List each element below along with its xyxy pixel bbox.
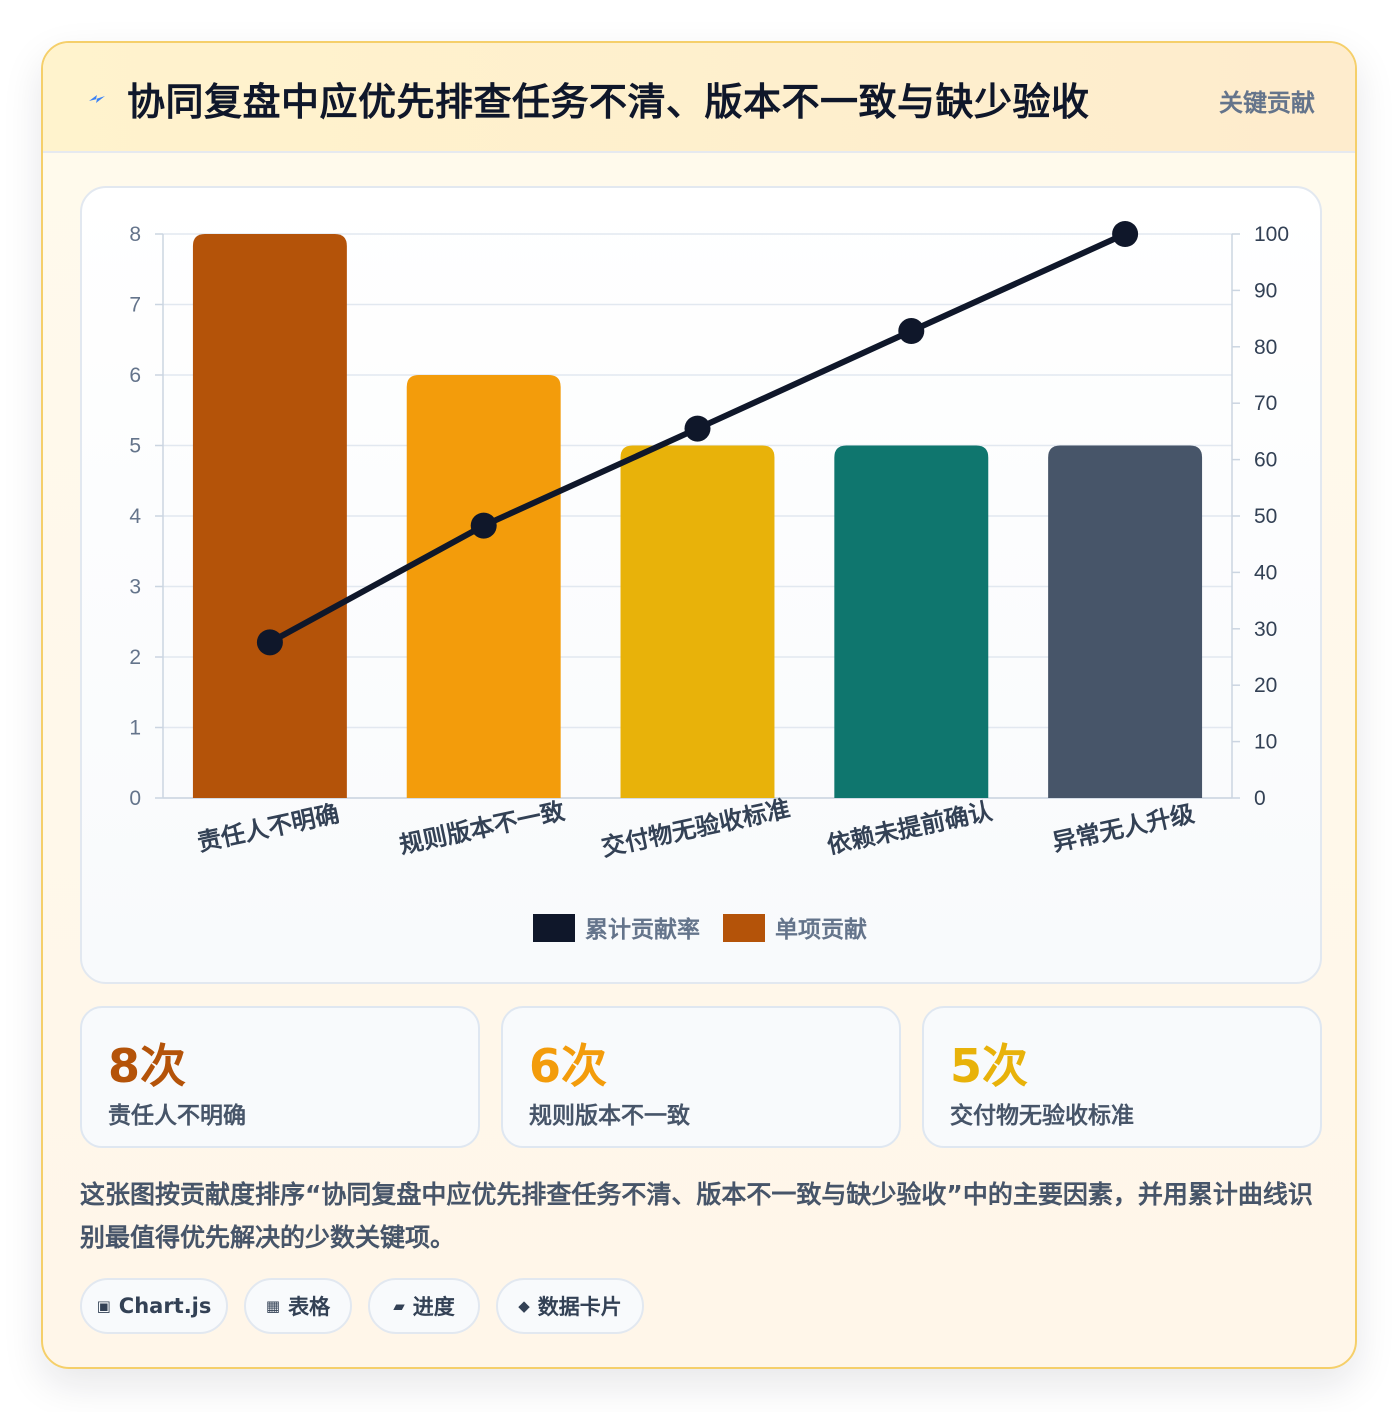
legend-swatch (533, 914, 575, 942)
tag-label: 数据卡片 (537, 1295, 622, 1319)
stat-value: 8次 (108, 1039, 187, 1093)
x-tick-label: 交付物无验收标准 (599, 795, 793, 862)
line-point (256, 629, 283, 656)
line-point (1112, 221, 1139, 247)
y-left-tick-label: 3 (129, 576, 141, 599)
x-tick-label: 异常无人升级 (1050, 800, 1197, 857)
stat-card-2: 6次 规则版本不一致 (501, 1006, 901, 1148)
y-right-tick-label: 30 (1254, 618, 1277, 641)
header-badge: 关键贡献 (1219, 89, 1315, 117)
line-point (898, 318, 925, 345)
bar (192, 234, 347, 798)
bar (1048, 445, 1203, 798)
y-right-tick-label: 60 (1254, 449, 1277, 472)
table-icon: ▦ (265, 1297, 281, 1315)
diamond-icon: ◆ (518, 1297, 530, 1315)
y-right-tick-label: 20 (1254, 674, 1277, 697)
stat-card-3: 5次 交付物无验收标准 (922, 1006, 1322, 1148)
y-right-tick-label: 10 (1254, 731, 1277, 754)
tag-table[interactable]: ▦ 表格 (244, 1278, 352, 1334)
chart-icon: ▣ (96, 1297, 111, 1315)
page-title: 协同复盘中应优先排查任务不清、版本不一致与缺少验收 (127, 80, 1090, 124)
y-left-tick-label: 2 (129, 646, 141, 669)
y-left-tick-label: 6 (129, 364, 141, 387)
line-point (684, 415, 711, 442)
tag-data-cards[interactable]: ◆ 数据卡片 (496, 1278, 644, 1334)
tag-chartjs[interactable]: ▣ Chart.js (80, 1278, 228, 1334)
y-right-tick-label: 90 (1254, 279, 1277, 302)
y-right-tick-label: 100 (1254, 223, 1289, 246)
legend-swatch (723, 914, 765, 942)
bar (620, 445, 775, 798)
y-right-tick-label: 70 (1254, 392, 1277, 415)
y-left-tick-label: 8 (129, 223, 141, 246)
y-left-tick-label: 1 (129, 717, 141, 740)
stat-card-1: 8次 责任人不明确 (80, 1006, 480, 1148)
x-tick-label: 规则版本不一致 (397, 797, 568, 860)
y-left-tick-label: 4 (129, 505, 141, 528)
tag-label: 进度 (412, 1295, 455, 1319)
stat-value: 5次 (950, 1039, 1029, 1093)
legend-label: 单项贡献 (775, 917, 867, 943)
y-left-tick-label: 0 (129, 787, 141, 810)
x-tick-label: 责任人不明确 (195, 800, 342, 857)
stat-label: 交付物无验收标准 (950, 1103, 1134, 1129)
card-header: 协同复盘中应优先排查任务不清、版本不一致与缺少验收 关键贡献 (43, 43, 1355, 153)
tag-label: Chart.js (118, 1294, 212, 1318)
progress-icon: ▰ (393, 1297, 405, 1315)
stat-label: 责任人不明确 (108, 1103, 246, 1129)
stat-label: 规则版本不一致 (529, 1103, 690, 1129)
y-left-tick-label: 5 (129, 435, 141, 458)
y-left-tick-label: 7 (129, 294, 141, 317)
line-point (470, 512, 497, 539)
tag-label: 表格 (288, 1295, 331, 1319)
y-right-tick-label: 80 (1254, 336, 1277, 359)
y-right-tick-label: 0 (1254, 787, 1266, 810)
y-right-tick-label: 50 (1254, 505, 1277, 528)
lightning-icon (89, 95, 105, 103)
y-right-tick-label: 40 (1254, 561, 1277, 584)
bar (406, 375, 561, 798)
chart-description: 这张图按贡献度排序“协同复盘中应优先排查任务不清、版本不一致与缺少验收”中的主要… (80, 1180, 1313, 1252)
tag-progress[interactable]: ▰ 进度 (368, 1278, 480, 1334)
x-tick-label: 依赖未提前确认 (825, 797, 995, 859)
stat-value: 6次 (529, 1039, 608, 1093)
chart-card: 协同复盘中应优先排查任务不清、版本不一致与缺少验收 关键贡献 0 1 2 3 4 5 6 7 8… (41, 41, 1357, 1369)
bar (834, 445, 989, 798)
legend-label: 累计贡献率 (585, 916, 700, 943)
chart-panel: 0 1 2 3 4 5 6 7 8 0 10 20 30 40 50 60 70 80 90 100 责任人不明确 规则版… (80, 186, 1322, 984)
